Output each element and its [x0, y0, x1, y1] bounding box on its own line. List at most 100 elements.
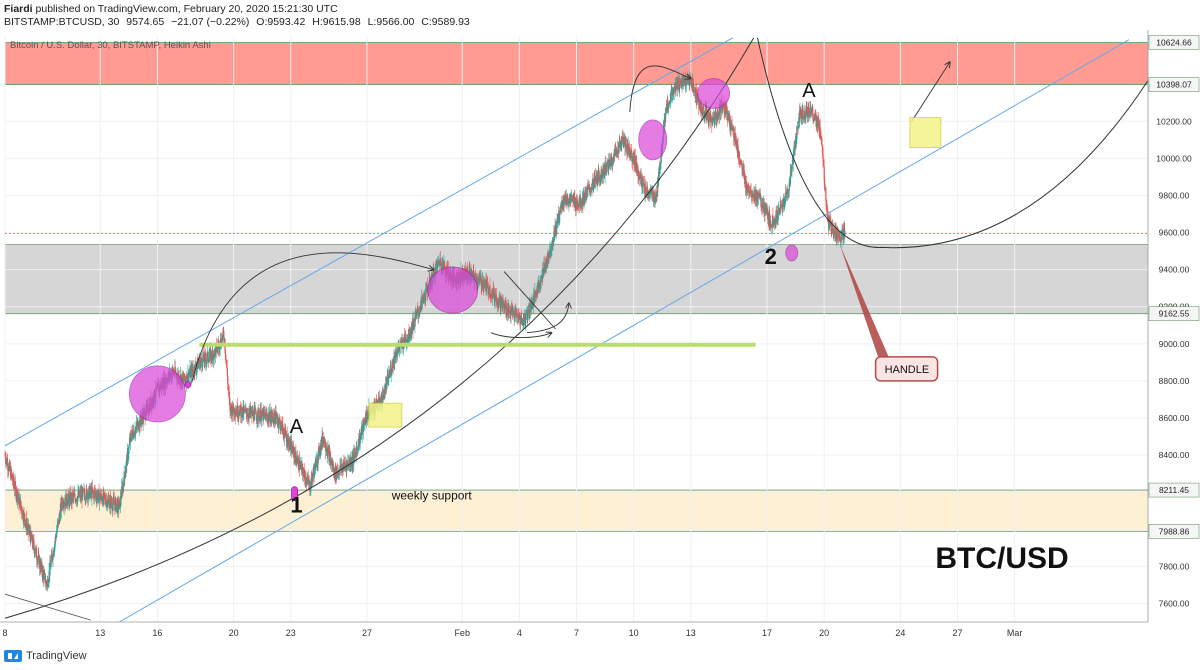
candle-body [283, 432, 286, 439]
candle-body [404, 334, 406, 341]
candle-body [7, 462, 9, 470]
price-tag [1148, 77, 1200, 92]
candle-body [701, 103, 703, 115]
time-tick-label: 20 [229, 628, 239, 638]
symbol-watermark: BTC/USD [935, 542, 1068, 575]
price-tick-label: 8600.00 [1159, 413, 1190, 423]
candle-body [815, 114, 817, 121]
author-name[interactable]: Fiardi [4, 3, 33, 15]
candle-body [50, 554, 53, 561]
footer-brand[interactable]: TradingView [4, 650, 87, 662]
candle-body [103, 492, 105, 494]
candle-body [365, 416, 367, 423]
candle-body [226, 367, 228, 376]
symbol-line: BITSTAMP:BTCUSD, 30 9574.65 −21.07 (−0.2… [4, 16, 474, 28]
candle-body [804, 112, 806, 120]
candle-body [776, 214, 778, 223]
candle-body [645, 186, 647, 193]
candle-body [487, 293, 490, 294]
candle-body [408, 329, 410, 340]
candle-body [523, 317, 525, 326]
candle-body [260, 410, 262, 422]
candle-body [355, 449, 357, 458]
candle-body [269, 410, 271, 424]
price-chart[interactable]: 7600.007800.008000.008200.008400.008600.… [0, 30, 1200, 648]
tradingview-logo-icon [4, 650, 22, 662]
candle-body [693, 84, 695, 92]
candle-body [843, 227, 845, 240]
candle-body [630, 152, 632, 158]
price-change: −21.07 (−0.22%) [171, 16, 250, 28]
candle-body [441, 263, 444, 270]
candle-body [823, 166, 825, 181]
time-tick-label: Feb [454, 628, 470, 638]
candle-body [414, 321, 416, 327]
ohlc-low: L:9566.00 [367, 16, 415, 28]
candle-body [567, 198, 569, 205]
price-tag [1148, 482, 1200, 498]
candle-body [318, 446, 321, 455]
candle-body [233, 408, 236, 415]
candle-body [56, 532, 58, 538]
chart-background [0, 30, 1200, 648]
candle-body [751, 193, 753, 198]
price-tag-label: 10398.07 [1156, 80, 1192, 90]
candle-body [314, 461, 317, 471]
candle-body [489, 296, 492, 298]
ohlc-high: H:9615.98 [312, 16, 361, 28]
candle-body [789, 171, 792, 184]
price-tag [1148, 524, 1200, 539]
arrow-curve [490, 333, 552, 339]
candle-body [302, 473, 305, 477]
candle-body [612, 161, 615, 164]
price-tag-label: 8211.45 [1159, 485, 1189, 495]
candle-body [129, 433, 132, 443]
handle-pointer [839, 243, 893, 367]
time-tick-label: 13 [686, 628, 696, 638]
candle-body [274, 411, 276, 418]
arrow-line [911, 62, 950, 122]
candle-body [633, 152, 635, 166]
candle-body [53, 551, 55, 555]
candle-body [557, 213, 559, 224]
time-tick-label: 17 [762, 628, 772, 638]
candle-body [297, 457, 299, 468]
candle-body [529, 308, 532, 312]
candle-body [20, 501, 22, 507]
candle-body [748, 185, 750, 193]
candle-body [689, 78, 691, 87]
candle-body [91, 487, 94, 491]
candle-body [695, 89, 698, 100]
candle-body [731, 124, 733, 128]
candle-body [627, 143, 630, 149]
candle-body [314, 464, 316, 477]
highlight-dot [184, 381, 192, 389]
candle-body [87, 494, 90, 500]
candle-body [433, 268, 436, 277]
candle-body [190, 370, 192, 378]
candle-body [664, 115, 667, 123]
candle-body [207, 351, 209, 361]
candle-body [46, 583, 48, 587]
time-tick-label: 23 [286, 628, 296, 638]
candle-body [670, 93, 672, 104]
candle-body [525, 313, 527, 324]
marker-box [368, 402, 403, 428]
price-tick-label: 9800.00 [1159, 190, 1190, 200]
candle-body [377, 398, 380, 405]
candle-body [533, 295, 535, 304]
candle-body [287, 440, 289, 446]
drawings-layer [4, 37, 1149, 623]
candle-body [760, 195, 762, 201]
candle-body [359, 436, 361, 444]
candle-body [720, 107, 722, 110]
candle-body [239, 404, 242, 409]
candle-body [832, 223, 834, 235]
candle-body [795, 138, 798, 145]
candle-body [643, 183, 646, 190]
price-tag [1148, 35, 1200, 50]
time-tick-label: 8 [2, 628, 7, 638]
candle-body [617, 147, 619, 153]
candle-body [618, 152, 620, 154]
candle-body [579, 196, 582, 208]
